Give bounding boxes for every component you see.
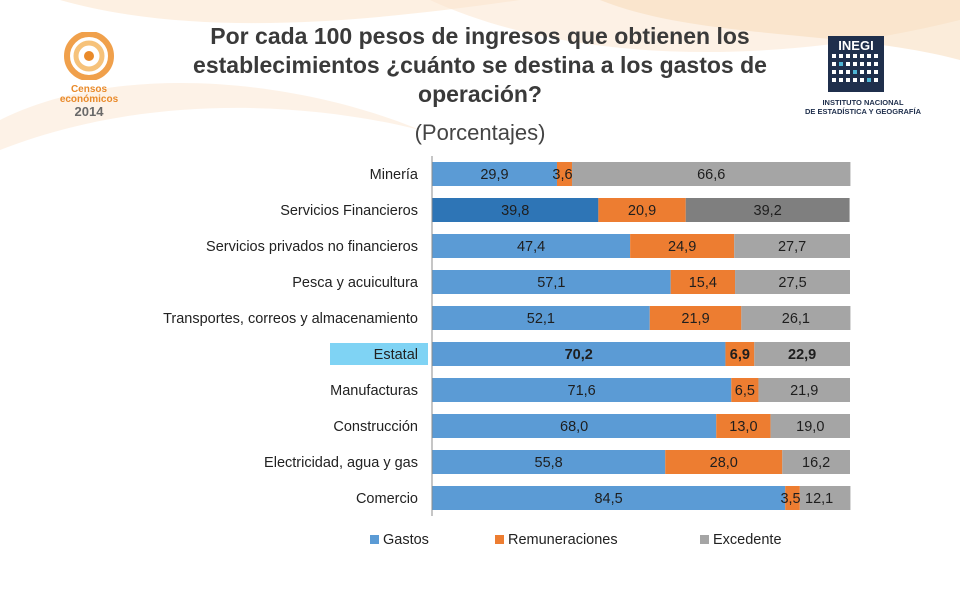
category-label: Construcción <box>333 419 418 435</box>
category-label: Manufacturas <box>330 383 418 399</box>
bar-segment-remuneraciones <box>649 306 742 330</box>
category-label: Electricidad, agua y gas <box>264 455 418 471</box>
value-label: 3,5 <box>780 491 800 507</box>
bar-segment-gastos <box>432 306 650 330</box>
bar-segment-excedente <box>685 198 850 222</box>
bar-segment-excedente <box>572 162 851 186</box>
inegi-logo-line2: DE ESTADÍSTICA Y GEOGRAFÍA <box>805 107 921 116</box>
category-label: Servicios Financieros <box>280 203 418 219</box>
value-label: 13,0 <box>729 419 757 435</box>
inegi-logo-line1: INSTITUTO NACIONAL <box>822 98 904 107</box>
bar-segment-excedente <box>741 306 851 330</box>
value-label: 47,4 <box>517 239 545 255</box>
censos-logo-line1: Censos <box>70 84 108 95</box>
category-label: Comercio <box>356 491 418 507</box>
value-label: 21,9 <box>790 383 818 399</box>
inegi-logo-text: INSTITUTO NACIONAL DE ESTADÍSTICA Y GEOG… <box>788 98 938 116</box>
bar-segment-excedente <box>758 378 850 402</box>
censos-economicos-logo: Censos económicos 2014 <box>54 31 124 119</box>
value-label: 55,8 <box>535 455 563 471</box>
chart-title-line1: Por cada 100 pesos de ingresos que obtie… <box>210 23 750 49</box>
value-label: 71,6 <box>568 383 596 399</box>
legend-swatch-gastos <box>370 535 379 544</box>
bar-segment-excedente <box>770 414 850 438</box>
value-label: 39,8 <box>501 203 529 219</box>
bar-segment-remuneraciones <box>731 378 759 402</box>
bar-segment-remuneraciones <box>716 414 771 438</box>
inegi-logo: INEGI INSTITUTO NACIONAL DE ESTADÍSTICA … <box>788 36 938 116</box>
bar-segment-excedente <box>799 486 851 510</box>
value-label: 19,0 <box>796 419 824 435</box>
bar-segment-gastos <box>432 414 717 438</box>
highlight-label-background <box>330 343 428 365</box>
value-label: 26,1 <box>782 311 810 327</box>
value-label: 70,2 <box>565 347 593 363</box>
bar-segment-remuneraciones <box>556 162 573 186</box>
value-label: 6,5 <box>735 383 755 399</box>
censos-logo-icon <box>64 31 114 81</box>
value-label: 39,2 <box>754 203 782 219</box>
chart-subtitle: (Porcentajes) <box>414 120 546 145</box>
value-label: 22,9 <box>788 347 816 363</box>
value-label: 52,1 <box>527 311 555 327</box>
censos-logo-line2: económicos <box>59 94 119 105</box>
value-label: 29,9 <box>480 167 508 183</box>
bar-segment-remuneraciones <box>665 450 783 474</box>
value-label: 66,6 <box>697 167 725 183</box>
legend-swatch-remuneraciones <box>495 535 504 544</box>
bar-segment-remuneraciones <box>670 270 736 294</box>
category-label: Estatal <box>374 347 418 363</box>
bar-segment-gastos <box>432 342 726 366</box>
inegi-logo-name: INEGI <box>838 38 873 53</box>
category-label: Minería <box>370 167 419 183</box>
value-label: 6,9 <box>730 347 750 363</box>
header-background-swoosh <box>0 0 960 150</box>
value-label: 3,6 <box>552 167 572 183</box>
value-label: 21,9 <box>681 311 709 327</box>
value-label: 15,4 <box>689 275 717 291</box>
inegi-logo-icon: INEGI <box>828 36 884 92</box>
bar-segment-gastos <box>432 234 631 258</box>
category-label: Pesca y acuicultura <box>292 275 419 291</box>
bar-segment-gastos <box>432 162 557 186</box>
bar-segment-gastos <box>432 450 666 474</box>
chart-title-line2: establecimientos ¿cuánto se destina a lo… <box>193 52 767 78</box>
value-label: 20,9 <box>628 203 656 219</box>
censos-logo-year: 2014 <box>74 104 104 119</box>
bar-segment-gastos <box>432 270 671 294</box>
bar-segment-excedente <box>735 270 850 294</box>
category-label: Transportes, correos y almacenamiento <box>163 311 418 327</box>
value-label: 28,0 <box>710 455 738 471</box>
bar-segment-excedente <box>734 234 850 258</box>
value-label: 57,1 <box>537 275 565 291</box>
value-label: 16,2 <box>802 455 830 471</box>
value-label: 84,5 <box>594 491 622 507</box>
bar-segment-gastos <box>432 378 732 402</box>
bar-segment-remuneraciones <box>725 342 755 366</box>
legend-label-gastos: Gastos <box>383 532 429 548</box>
value-label: 68,0 <box>560 419 588 435</box>
value-label: 27,5 <box>778 275 806 291</box>
legend-swatch-excedente <box>700 535 709 544</box>
value-label: 27,7 <box>778 239 806 255</box>
chart-title-line3: operación? <box>418 81 542 107</box>
bar-segment-remuneraciones <box>785 486 800 510</box>
bar-segment-remuneraciones <box>598 198 686 222</box>
value-label: 24,9 <box>668 239 696 255</box>
bar-segment-gastos <box>432 198 599 222</box>
chart-title: Por cada 100 pesos de ingresos que obtie… <box>130 22 830 109</box>
legend-label-excedente: Excedente <box>713 532 782 548</box>
category-label: Servicios privados no financieros <box>206 239 418 255</box>
value-label: 12,1 <box>805 491 833 507</box>
bar-segment-remuneraciones <box>630 234 735 258</box>
bar-segment-excedente <box>782 450 850 474</box>
bar-segment-gastos <box>432 486 786 510</box>
bar-segment-excedente <box>754 342 850 366</box>
legend-label-remuneraciones: Remuneraciones <box>508 532 618 548</box>
